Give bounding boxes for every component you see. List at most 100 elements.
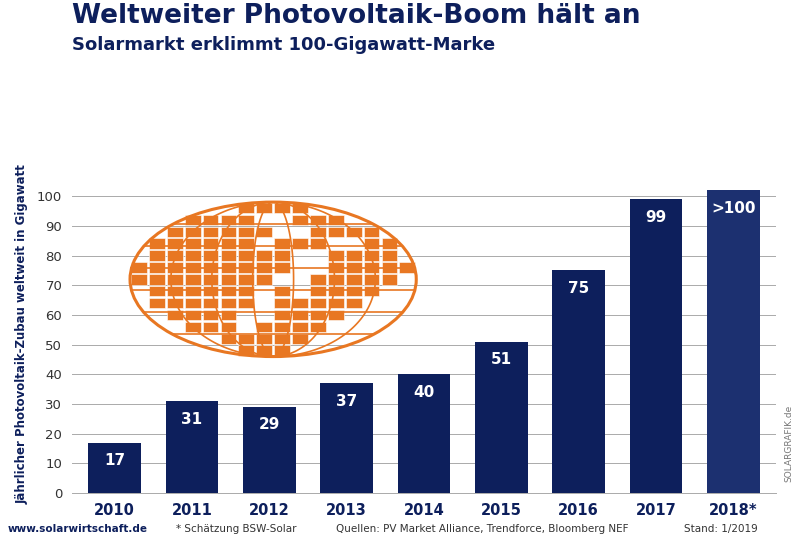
FancyBboxPatch shape [256,345,272,356]
FancyBboxPatch shape [185,262,201,273]
FancyBboxPatch shape [328,250,344,261]
FancyBboxPatch shape [328,286,344,296]
FancyBboxPatch shape [346,262,362,273]
FancyBboxPatch shape [310,298,326,309]
FancyBboxPatch shape [256,334,272,344]
FancyBboxPatch shape [238,334,254,344]
FancyBboxPatch shape [185,298,201,309]
FancyBboxPatch shape [346,226,362,237]
FancyBboxPatch shape [185,286,201,296]
FancyBboxPatch shape [274,286,290,296]
FancyBboxPatch shape [221,215,236,225]
FancyBboxPatch shape [202,298,218,309]
FancyBboxPatch shape [238,262,254,273]
FancyBboxPatch shape [185,250,201,261]
Text: 75: 75 [568,281,590,296]
FancyBboxPatch shape [221,238,236,249]
FancyBboxPatch shape [238,298,254,309]
Text: 40: 40 [414,385,434,400]
FancyBboxPatch shape [292,334,308,344]
FancyBboxPatch shape [382,250,398,261]
FancyBboxPatch shape [310,238,326,249]
FancyBboxPatch shape [364,250,379,261]
FancyBboxPatch shape [167,286,182,296]
FancyBboxPatch shape [310,322,326,332]
FancyBboxPatch shape [382,274,398,284]
FancyBboxPatch shape [292,215,308,225]
Bar [88,443,141,493]
FancyBboxPatch shape [256,226,272,237]
FancyBboxPatch shape [310,274,326,284]
FancyBboxPatch shape [202,262,218,273]
Y-axis label: Jährlicher Photovoltaik-Zubau weltweit in Gigawatt: Jährlicher Photovoltaik-Zubau weltweit i… [16,164,29,504]
Text: Stand: 1/2019: Stand: 1/2019 [684,524,758,534]
FancyBboxPatch shape [149,250,165,261]
FancyBboxPatch shape [346,250,362,261]
Bar [553,270,605,493]
FancyBboxPatch shape [274,334,290,344]
FancyBboxPatch shape [221,274,236,284]
FancyBboxPatch shape [292,310,308,320]
FancyBboxPatch shape [256,250,272,261]
Text: Solarmarkt erklimmt 100-Gigawatt-Marke: Solarmarkt erklimmt 100-Gigawatt-Marke [72,36,495,54]
FancyBboxPatch shape [399,262,415,273]
FancyBboxPatch shape [256,274,272,284]
FancyBboxPatch shape [202,215,218,225]
FancyBboxPatch shape [346,274,362,284]
FancyBboxPatch shape [221,322,236,332]
FancyBboxPatch shape [149,298,165,309]
FancyBboxPatch shape [364,262,379,273]
FancyBboxPatch shape [221,262,236,273]
FancyBboxPatch shape [131,274,147,284]
FancyBboxPatch shape [149,262,165,273]
FancyBboxPatch shape [221,298,236,309]
FancyBboxPatch shape [346,298,362,309]
FancyBboxPatch shape [202,250,218,261]
FancyBboxPatch shape [274,310,290,320]
FancyBboxPatch shape [238,274,254,284]
FancyBboxPatch shape [202,322,218,332]
FancyBboxPatch shape [274,298,290,309]
FancyBboxPatch shape [310,310,326,320]
FancyBboxPatch shape [310,215,326,225]
FancyBboxPatch shape [274,250,290,261]
Text: 37: 37 [336,393,358,409]
Text: >100: >100 [711,201,756,215]
FancyBboxPatch shape [221,250,236,261]
FancyBboxPatch shape [382,238,398,249]
Text: 99: 99 [646,209,666,225]
FancyBboxPatch shape [131,262,147,273]
Bar [320,383,373,493]
FancyBboxPatch shape [202,274,218,284]
Bar [398,374,450,493]
FancyBboxPatch shape [274,262,290,273]
Bar [707,190,760,493]
FancyBboxPatch shape [328,298,344,309]
Text: Weltweiter Photovoltaik-Boom hält an: Weltweiter Photovoltaik-Boom hält an [72,3,641,28]
FancyBboxPatch shape [310,226,326,237]
FancyBboxPatch shape [256,262,272,273]
Text: Quellen: PV Market Alliance, Trendforce, Bloomberg NEF: Quellen: PV Market Alliance, Trendforce,… [336,524,629,534]
FancyBboxPatch shape [346,286,362,296]
FancyBboxPatch shape [364,226,379,237]
FancyBboxPatch shape [149,286,165,296]
FancyBboxPatch shape [167,238,182,249]
FancyBboxPatch shape [274,345,290,356]
FancyBboxPatch shape [167,226,182,237]
FancyBboxPatch shape [185,322,201,332]
FancyBboxPatch shape [274,322,290,332]
FancyBboxPatch shape [238,238,254,249]
Text: 51: 51 [491,352,512,367]
FancyBboxPatch shape [167,310,182,320]
FancyBboxPatch shape [167,250,182,261]
FancyBboxPatch shape [185,215,201,225]
FancyBboxPatch shape [364,238,379,249]
FancyBboxPatch shape [328,310,344,320]
FancyBboxPatch shape [221,310,236,320]
FancyBboxPatch shape [292,238,308,249]
FancyBboxPatch shape [364,286,379,296]
FancyBboxPatch shape [292,298,308,309]
FancyBboxPatch shape [221,226,236,237]
FancyBboxPatch shape [185,226,201,237]
FancyBboxPatch shape [202,286,218,296]
